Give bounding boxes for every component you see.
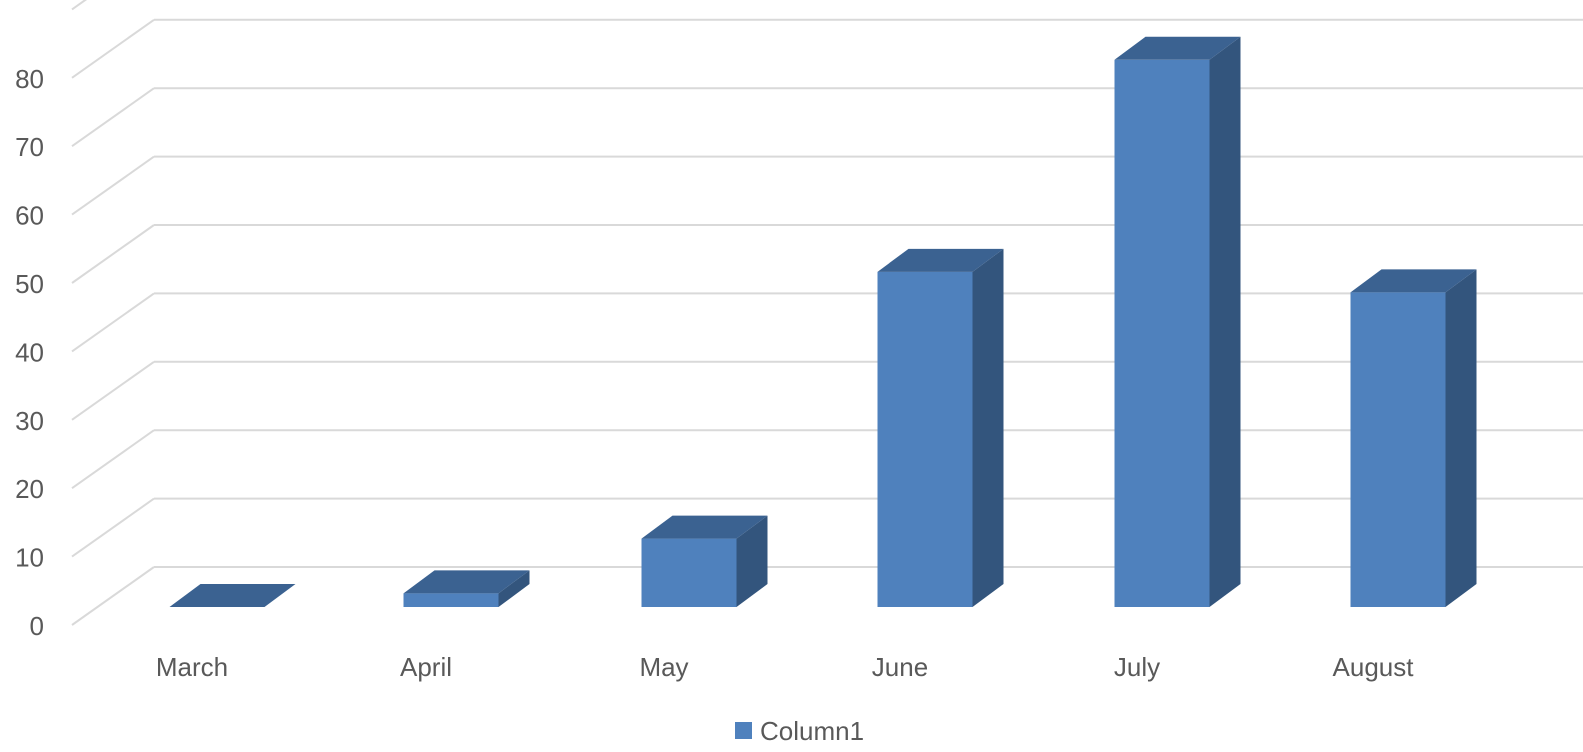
gridline [71,429,1583,490]
legend: Column1 [735,716,864,746]
x-category-label: May [639,652,688,682]
x-category-label: July [1114,652,1160,682]
bar-april [403,570,530,607]
gridlines [71,0,1583,626]
y-tick-label: 50 [15,269,44,299]
legend-swatch-column1 [735,722,752,739]
y-tick-label: 60 [15,201,44,231]
gridline [71,155,1583,216]
gridline [71,497,1583,558]
y-tick-label: 20 [15,474,44,504]
x-axis-category-labels: March April May June July August [156,652,1414,682]
gridline [71,224,1583,284]
bar-august [1350,269,1477,607]
gridline [71,87,1583,148]
y-tick-label: 70 [15,132,44,162]
y-tick-label: 0 [30,611,44,641]
gridline [71,0,88,11]
x-category-label: March [156,652,228,682]
y-axis-tick-labels: 0 10 20 30 40 50 60 70 80 [15,64,44,641]
x-category-label: August [1333,652,1415,682]
gridline [71,566,1583,626]
gridline [71,18,1583,79]
y-tick-label: 10 [15,543,44,573]
y-tick-label: 40 [15,337,44,367]
y-tick-label: 30 [15,406,44,436]
gridline [71,292,1583,353]
bar-july [1114,36,1241,608]
y-tick-label: 80 [15,64,44,94]
bar-march [169,584,296,607]
x-category-label: June [872,652,928,682]
x-category-label: April [400,652,452,682]
legend-label-column1: Column1 [760,716,864,746]
bar-june [877,248,1004,607]
bar-may [641,515,768,607]
bars [169,36,1477,608]
gridline [71,360,1583,421]
